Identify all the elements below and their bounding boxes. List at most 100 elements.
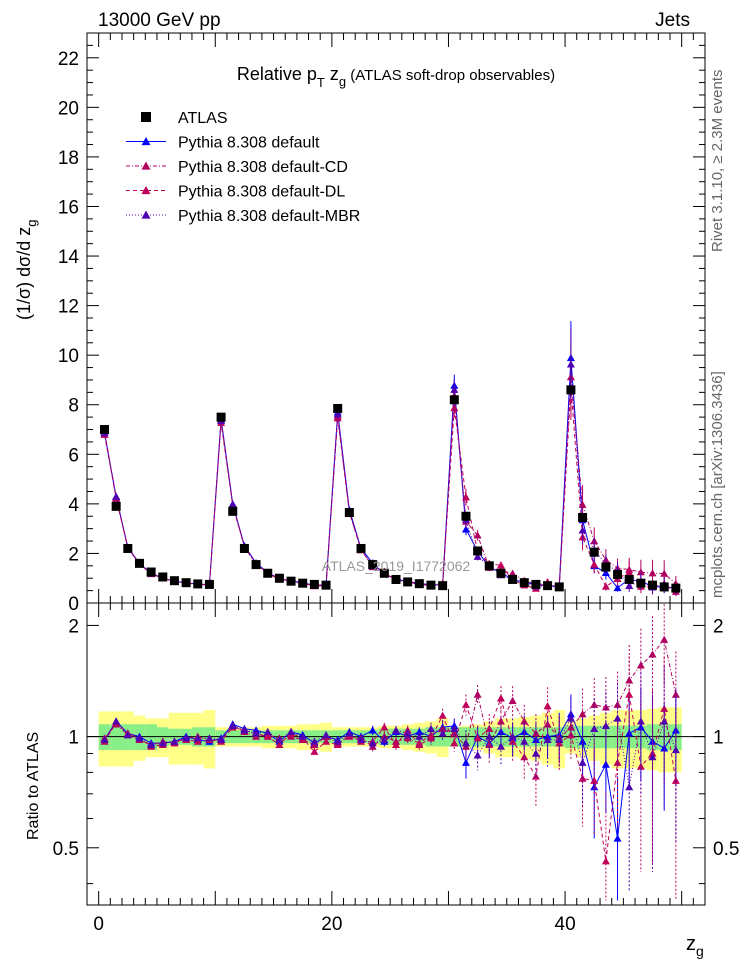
ratio-point: [636, 661, 645, 669]
ratio-point: [590, 783, 599, 791]
atlas-point: [286, 576, 296, 586]
legend-label: ATLAS: [178, 110, 228, 127]
atlas-point: [566, 385, 576, 395]
ratio-point: [415, 727, 424, 736]
ratio-point: [263, 727, 272, 736]
atlas-point: [426, 580, 436, 590]
atlas-point: [274, 573, 284, 583]
atlas-point: [531, 579, 541, 589]
atlas-point: [648, 580, 658, 590]
ratio-y-tick-label: 2: [713, 616, 724, 637]
x-tick-label: 20: [321, 914, 342, 935]
legend-label: Pythia 8.308 default-DL: [178, 184, 345, 201]
y-axis-label: (1/σ) dσ/d zg: [14, 220, 39, 320]
side-label-top: Rivet 3.1.10, ≥ 2.3M events: [709, 70, 726, 253]
y-tick-label: 14: [58, 247, 80, 268]
ratio-point: [473, 751, 482, 759]
ratio-point: [461, 739, 470, 747]
ratio-point: [590, 700, 599, 708]
y-tick-label: 20: [58, 98, 79, 119]
ratio-point: [625, 783, 634, 791]
ratio-point: [648, 753, 657, 761]
atlas-point: [123, 543, 133, 553]
ratio-point: [461, 758, 470, 766]
ratio-point: [438, 729, 447, 737]
atlas-point: [543, 581, 553, 591]
ratio-point: [578, 710, 587, 718]
ratio-point: [671, 690, 680, 698]
data-point: [613, 583, 622, 592]
ratio-y-tick-label: 0.5: [53, 839, 79, 860]
ratio-point: [485, 724, 494, 732]
ratio-point: [601, 703, 610, 711]
data-point: [590, 560, 599, 568]
ratio-point: [123, 731, 132, 739]
ratio-point: [625, 676, 634, 684]
ratio-panel: 0.5 0.5 1 1 2 2: [53, 602, 739, 906]
atlas-point: [216, 412, 226, 422]
ratio-point: [660, 717, 669, 725]
ratio-point: [496, 694, 505, 702]
atlas-point: [181, 578, 191, 588]
atlas-point: [496, 568, 506, 578]
atlas-point: [379, 568, 389, 578]
atlas-point: [333, 403, 343, 413]
data-point: [601, 582, 610, 590]
ratio-point: [636, 723, 645, 731]
data-point: [228, 500, 237, 509]
data-point: [625, 568, 634, 576]
ratio-point: [590, 724, 599, 732]
atlas-point: [461, 511, 471, 521]
data-point: [112, 492, 121, 500]
ratio-point: [648, 749, 657, 757]
ratio-point: [368, 739, 377, 747]
ratio-point: [648, 650, 657, 658]
data-point: [636, 568, 645, 576]
atlas-point: [473, 546, 483, 556]
data-point: [625, 581, 634, 590]
ratio-point: [275, 740, 284, 749]
ratio-point: [671, 745, 680, 754]
atlas-point: [519, 578, 529, 588]
ratio-point: [438, 711, 447, 719]
y-tick-label: 18: [58, 148, 79, 169]
ratio-point: [322, 731, 331, 739]
atlas-point: [671, 583, 681, 593]
y-tick-label: 16: [58, 197, 79, 218]
ratio-point: [263, 732, 272, 740]
ratio-point: [660, 635, 669, 643]
header-left: 13000 GeV pp: [98, 10, 221, 31]
ratio-band-inner: [110, 724, 122, 750]
ratio-point: [601, 857, 610, 865]
ratio-point: [601, 721, 610, 729]
atlas-point: [134, 558, 144, 568]
atlas-point: [403, 577, 413, 587]
y-tick-label: 10: [58, 346, 79, 367]
ratio-point: [368, 726, 377, 734]
atlas-point: [146, 567, 156, 577]
data-point: [333, 410, 342, 418]
atlas-point: [321, 580, 331, 590]
ratio-point: [461, 700, 470, 708]
legend-marker: [141, 137, 151, 146]
ratio-point: [438, 724, 447, 732]
ratio-point: [287, 727, 296, 736]
data-point: [660, 569, 669, 577]
ratio-point: [496, 717, 505, 725]
ratio-point: [380, 723, 389, 731]
ratio-band-inner: [145, 724, 157, 750]
ratio-point: [496, 742, 505, 750]
ratio-point: [450, 739, 459, 747]
ratio-point: [566, 714, 575, 722]
atlas-point: [554, 582, 564, 592]
ratio-point: [357, 735, 366, 744]
ratio-y-tick-label: 0.5: [713, 839, 739, 860]
y-tick-label: 4: [68, 495, 79, 516]
atlas-point: [508, 574, 518, 584]
ratio-point: [555, 735, 564, 744]
ratio-point: [636, 762, 645, 770]
atlas-point: [414, 579, 424, 589]
ratio-point: [170, 737, 179, 745]
atlas-point: [613, 570, 623, 579]
ratio-point: [590, 776, 599, 784]
